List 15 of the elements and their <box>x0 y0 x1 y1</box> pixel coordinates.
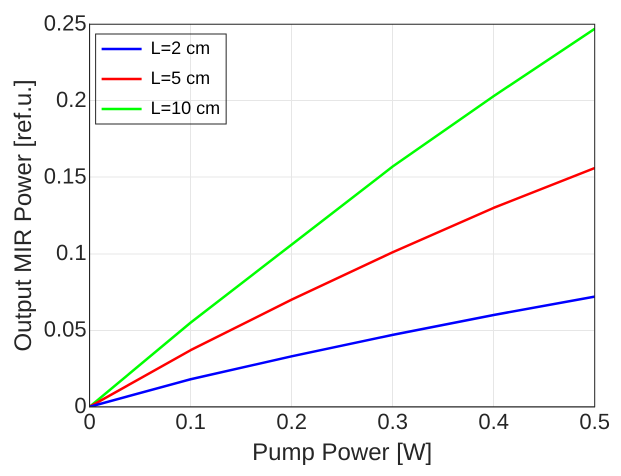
x-tick-label: 0.3 <box>377 409 408 434</box>
y-axis-title: Output MIR Power [ref.u.] <box>10 79 38 352</box>
legend-label: L=2 cm <box>150 38 210 58</box>
y-tick-label: 0.25 <box>44 10 87 36</box>
x-tick-label: 0.4 <box>478 409 509 434</box>
y-tick-label: 0.2 <box>56 86 87 112</box>
y-tick-label: 0.15 <box>44 163 87 188</box>
x-tick-label: 0.5 <box>579 409 610 434</box>
x-tick-label: 0.1 <box>175 409 206 434</box>
y-tick-label: 0.05 <box>44 316 87 342</box>
x-axis-title: Pump Power [W] <box>252 439 432 466</box>
x-tick-label: 0.2 <box>276 409 307 434</box>
y-tick-label: 0.1 <box>56 240 87 265</box>
legend-label: L=10 cm <box>150 98 220 118</box>
legend-label: L=5 cm <box>150 68 210 88</box>
